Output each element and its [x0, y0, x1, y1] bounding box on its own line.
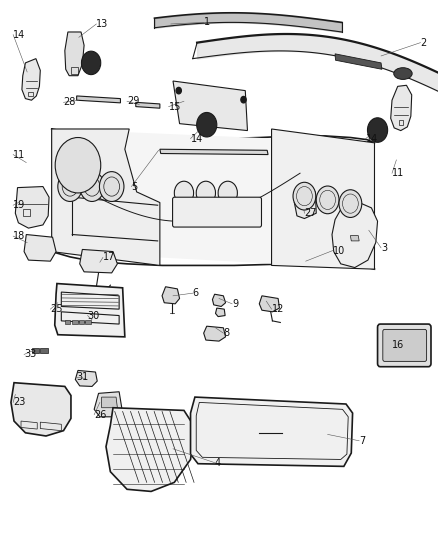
- Polygon shape: [204, 326, 226, 341]
- Text: 11: 11: [13, 150, 25, 159]
- Polygon shape: [136, 102, 160, 108]
- Text: 25: 25: [50, 304, 63, 314]
- Polygon shape: [55, 284, 125, 337]
- Polygon shape: [162, 287, 180, 304]
- Polygon shape: [77, 96, 120, 103]
- Text: 4: 4: [215, 458, 221, 467]
- Text: 3: 3: [381, 243, 387, 253]
- Text: 13: 13: [96, 19, 109, 29]
- FancyBboxPatch shape: [383, 329, 427, 361]
- Text: 29: 29: [127, 96, 139, 106]
- Polygon shape: [11, 383, 71, 436]
- Polygon shape: [350, 236, 359, 241]
- Polygon shape: [212, 294, 226, 306]
- Circle shape: [176, 87, 181, 94]
- Polygon shape: [173, 81, 247, 131]
- Text: 17: 17: [103, 253, 115, 262]
- Circle shape: [241, 96, 246, 103]
- Polygon shape: [79, 320, 84, 324]
- Circle shape: [174, 181, 194, 205]
- Text: 12: 12: [272, 304, 284, 314]
- Polygon shape: [191, 397, 353, 466]
- Text: 27: 27: [304, 208, 317, 218]
- Text: 9: 9: [232, 299, 238, 309]
- Text: 18: 18: [13, 231, 25, 241]
- Circle shape: [80, 172, 104, 201]
- FancyBboxPatch shape: [173, 197, 261, 227]
- Circle shape: [58, 172, 82, 201]
- Polygon shape: [160, 149, 268, 155]
- Text: 28: 28: [64, 98, 76, 107]
- Polygon shape: [391, 85, 412, 131]
- Polygon shape: [94, 392, 122, 417]
- Ellipse shape: [394, 68, 412, 79]
- Circle shape: [55, 138, 101, 193]
- Circle shape: [293, 182, 316, 210]
- Text: 31: 31: [77, 373, 89, 382]
- Circle shape: [367, 118, 388, 142]
- Text: 26: 26: [94, 410, 106, 419]
- Polygon shape: [102, 397, 117, 408]
- Polygon shape: [332, 203, 378, 268]
- Polygon shape: [294, 188, 316, 219]
- Circle shape: [99, 172, 124, 201]
- Polygon shape: [80, 249, 117, 273]
- Text: 10: 10: [333, 246, 345, 255]
- Text: 14: 14: [191, 134, 203, 143]
- Text: 14: 14: [366, 134, 378, 143]
- Polygon shape: [32, 348, 39, 353]
- Text: 1: 1: [204, 18, 210, 27]
- Polygon shape: [24, 235, 56, 261]
- Polygon shape: [15, 187, 49, 228]
- Text: 33: 33: [24, 350, 36, 359]
- Circle shape: [218, 181, 237, 205]
- Text: 5: 5: [131, 182, 138, 191]
- Polygon shape: [72, 320, 78, 324]
- Text: 14: 14: [13, 30, 25, 39]
- Text: 11: 11: [392, 168, 404, 178]
- FancyBboxPatch shape: [378, 324, 431, 367]
- Text: 30: 30: [88, 311, 100, 320]
- Polygon shape: [106, 408, 195, 491]
- Polygon shape: [22, 59, 40, 100]
- Circle shape: [339, 190, 362, 217]
- Text: 19: 19: [13, 200, 25, 210]
- Polygon shape: [52, 129, 374, 269]
- Polygon shape: [65, 320, 70, 324]
- Text: 6: 6: [193, 288, 199, 298]
- Polygon shape: [85, 320, 91, 324]
- Polygon shape: [259, 296, 279, 312]
- Circle shape: [316, 186, 339, 214]
- Polygon shape: [215, 308, 225, 317]
- Text: 16: 16: [392, 341, 404, 350]
- Polygon shape: [52, 129, 160, 265]
- Circle shape: [197, 112, 217, 137]
- Circle shape: [196, 181, 215, 205]
- Polygon shape: [272, 129, 374, 269]
- Text: 23: 23: [13, 398, 25, 407]
- Polygon shape: [65, 32, 84, 76]
- Text: 7: 7: [359, 436, 365, 446]
- Text: 8: 8: [223, 328, 230, 338]
- Circle shape: [81, 51, 101, 75]
- Text: 2: 2: [420, 38, 427, 47]
- Polygon shape: [40, 348, 48, 353]
- Polygon shape: [335, 54, 382, 69]
- Polygon shape: [75, 370, 97, 386]
- Text: 15: 15: [169, 102, 181, 111]
